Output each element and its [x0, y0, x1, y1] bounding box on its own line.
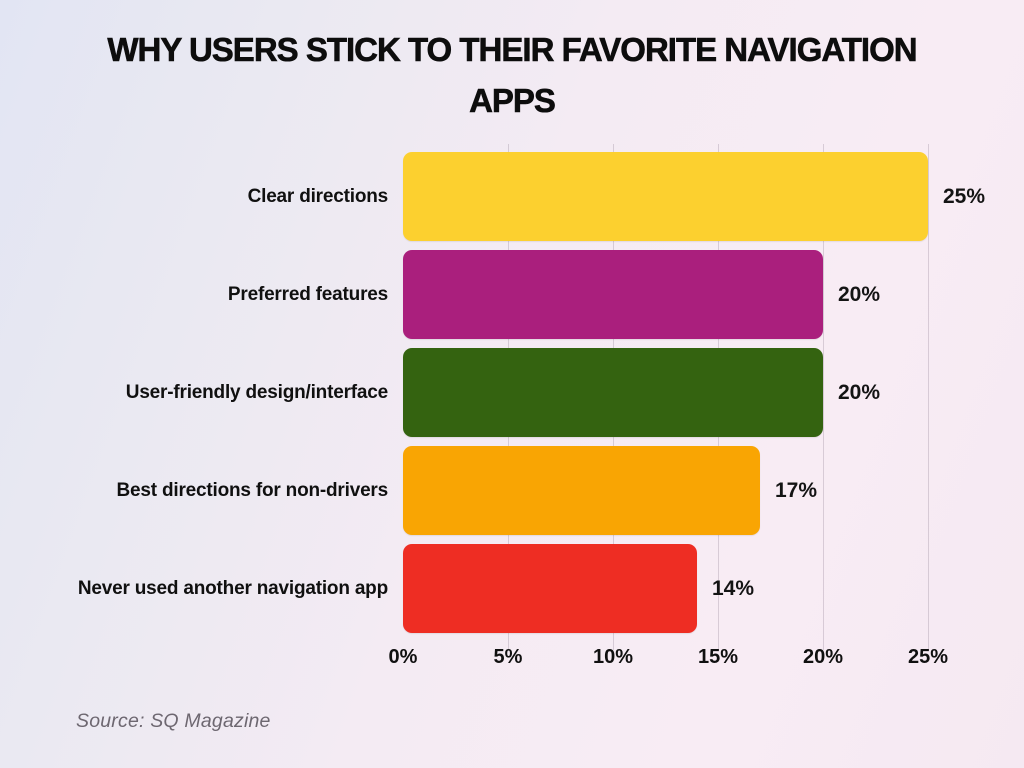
x-axis-tick: 0%	[388, 646, 418, 668]
x-axis-tick: 5%	[493, 646, 523, 668]
bar	[403, 152, 928, 241]
bar	[403, 348, 823, 437]
bar	[403, 544, 697, 633]
bar-chart: Clear directions 25% Preferred features 20%…	[0, 144, 1024, 712]
category-label: User-friendly design/interface	[125, 381, 388, 403]
bar-track: 25%	[403, 152, 1024, 241]
bar-rows: Clear directions 25% Preferred features 20%…	[0, 152, 1024, 633]
category-label: Preferred features	[227, 283, 388, 305]
x-axis-tick: 10%	[592, 646, 634, 668]
chart-row: Never used another navigation app 14%	[0, 544, 1024, 633]
bar-track: 17%	[403, 446, 1024, 535]
bar-value-label: 14%	[712, 576, 755, 600]
bar	[403, 250, 823, 339]
bar-track: 20%	[403, 348, 1024, 437]
x-axis-tick: 20%	[802, 646, 844, 668]
bar-track: 20%	[403, 250, 1024, 339]
chart-title-line-2: APPS	[469, 82, 556, 120]
bar-value-label: 17%	[775, 478, 818, 502]
category-label: Best directions for non-drivers	[116, 479, 389, 501]
gridline	[928, 144, 929, 650]
bar-track: 14%	[403, 544, 1024, 633]
x-axis-tick: 15%	[697, 646, 739, 668]
bar-value-label: 20%	[838, 282, 881, 306]
bar-value-label: 25%	[943, 184, 986, 208]
chart-row: Preferred features 20%	[0, 250, 1024, 339]
source-caption: Source: SQ Magazine	[76, 710, 271, 732]
chart-title-line-1: WHY USERS STICK TO THEIR FAVORITE NAVIGA…	[107, 31, 918, 69]
x-axis: 0% 5% 10% 15% 20% 25%	[389, 646, 948, 674]
chart-row: Clear directions 25%	[0, 152, 1024, 241]
chart-title: WHY USERS STICK TO THEIR FAVORITE NAVIGA…	[40, 24, 984, 126]
bar	[403, 446, 760, 535]
chart-row: User-friendly design/interface 20%	[0, 348, 1024, 437]
chart-row: Best directions for non-drivers 17%	[0, 446, 1024, 535]
category-label: Never used another navigation app	[77, 577, 388, 599]
x-axis-tick: 25%	[907, 646, 949, 668]
bar-value-label: 20%	[838, 380, 881, 404]
category-label: Clear directions	[247, 185, 389, 207]
gridline	[823, 144, 824, 650]
